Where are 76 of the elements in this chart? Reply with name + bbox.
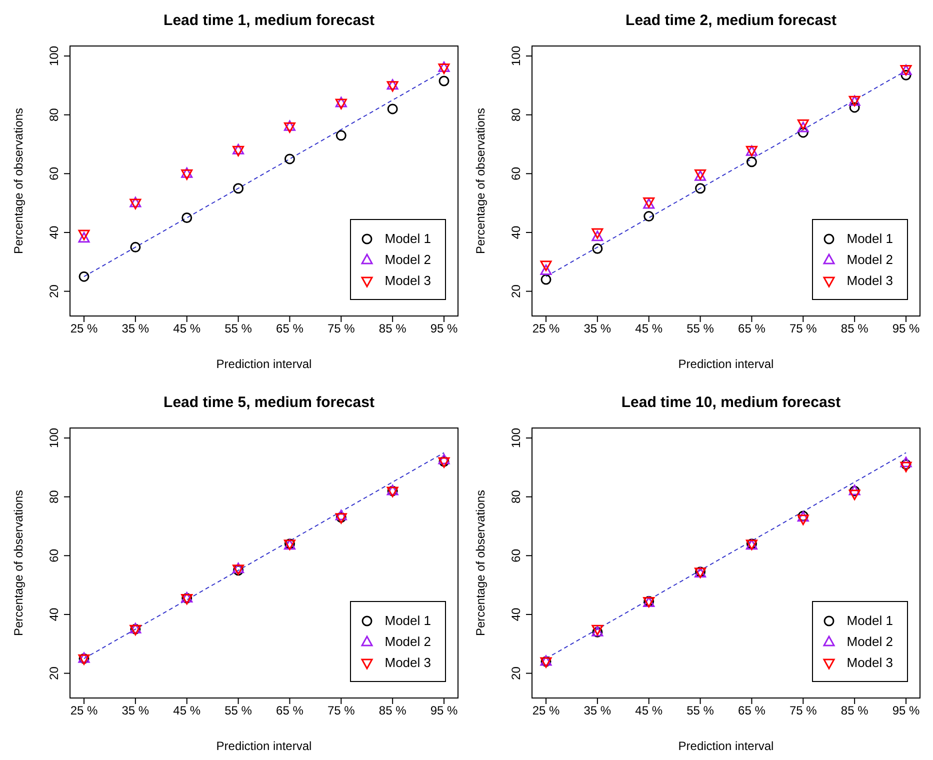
legend-label: Model 1 bbox=[384, 231, 431, 246]
y-tick-label: 100 bbox=[47, 428, 61, 448]
x-tick-label: 95 % bbox=[892, 704, 920, 718]
chart-title: Lead time 2, medium forecast bbox=[624, 12, 838, 29]
x-tick-label: 35 % bbox=[584, 322, 612, 336]
y-axis-title: Percentage of observations bbox=[473, 490, 488, 636]
chart-title: Lead time 1, medium forecast bbox=[162, 12, 376, 29]
x-tick-label: 35 % bbox=[584, 704, 612, 718]
x-tick-label: 65 % bbox=[738, 704, 766, 718]
legend-label: Model 1 bbox=[846, 231, 893, 246]
y-tick-label: 20 bbox=[47, 666, 61, 680]
x-axis-title: Prediction interval bbox=[678, 739, 774, 753]
x-tick-label: 65 % bbox=[276, 322, 304, 336]
x-tick-label: 85 % bbox=[378, 322, 407, 336]
chart-title: Lead time 10, medium forecast bbox=[620, 394, 842, 411]
x-tick-label: 45 % bbox=[635, 704, 663, 718]
legend-label: Model 2 bbox=[384, 252, 431, 267]
legend-label: Model 3 bbox=[384, 273, 431, 288]
y-tick-label: 60 bbox=[509, 166, 523, 180]
y-tick-label: 40 bbox=[509, 225, 523, 240]
y-tick-label: 80 bbox=[47, 490, 61, 504]
legend-label: Model 2 bbox=[384, 634, 431, 649]
x-axis-title: Prediction interval bbox=[678, 357, 774, 371]
x-tick-label: 45 % bbox=[635, 322, 663, 336]
y-tick-label: 100 bbox=[47, 46, 61, 66]
x-axis-title: Prediction interval bbox=[216, 357, 312, 371]
x-tick-label: 55 % bbox=[686, 704, 714, 718]
x-tick-label: 85 % bbox=[840, 322, 869, 336]
x-tick-label: 65 % bbox=[276, 704, 304, 718]
x-tick-label: 35 % bbox=[122, 322, 150, 336]
x-tick-label: 55 % bbox=[224, 704, 252, 718]
x-tick-label: 75 % bbox=[789, 704, 818, 718]
y-tick-label: 80 bbox=[47, 108, 61, 122]
x-tick-label: 25 % bbox=[70, 322, 98, 336]
x-tick-label: 75 % bbox=[327, 322, 356, 336]
legend-label: Model 3 bbox=[384, 655, 431, 670]
y-tick-label: 60 bbox=[47, 166, 61, 180]
y-tick-label: 100 bbox=[509, 428, 523, 448]
legend-label: Model 3 bbox=[846, 655, 893, 670]
y-tick-label: 60 bbox=[47, 548, 61, 562]
y-tick-label: 40 bbox=[47, 607, 61, 622]
x-tick-label: 65 % bbox=[738, 322, 766, 336]
x-tick-label: 25 % bbox=[70, 704, 98, 718]
x-tick-label: 95 % bbox=[430, 322, 458, 336]
x-tick-label: 75 % bbox=[789, 322, 818, 336]
x-tick-label: 85 % bbox=[378, 704, 407, 718]
y-tick-label: 20 bbox=[47, 284, 61, 298]
y-axis-title: Percentage of observations bbox=[11, 108, 26, 254]
x-tick-label: 55 % bbox=[224, 322, 252, 336]
chart-title: Lead time 5, medium forecast bbox=[162, 394, 376, 411]
x-tick-label: 85 % bbox=[840, 704, 869, 718]
x-tick-label: 75 % bbox=[327, 704, 356, 718]
legend-label: Model 2 bbox=[846, 252, 893, 267]
y-axis-title: Percentage of observations bbox=[473, 108, 488, 254]
y-tick-label: 80 bbox=[509, 108, 523, 122]
x-tick-label: 95 % bbox=[892, 322, 920, 336]
x-tick-label: 45 % bbox=[173, 704, 201, 718]
y-tick-label: 40 bbox=[47, 225, 61, 240]
x-tick-label: 35 % bbox=[122, 704, 150, 718]
legend-label: Model 3 bbox=[846, 273, 893, 288]
x-tick-label: 25 % bbox=[532, 704, 560, 718]
x-axis-title: Prediction interval bbox=[216, 739, 312, 753]
y-tick-label: 20 bbox=[509, 666, 523, 680]
x-tick-label: 95 % bbox=[430, 704, 458, 718]
y-tick-label: 60 bbox=[509, 548, 523, 562]
x-tick-label: 25 % bbox=[532, 322, 560, 336]
y-axis-title: Percentage of observations bbox=[11, 490, 26, 636]
legend-label: Model 1 bbox=[846, 613, 893, 628]
y-tick-label: 80 bbox=[509, 490, 523, 504]
legend-label: Model 2 bbox=[846, 634, 893, 649]
y-tick-label: 40 bbox=[509, 607, 523, 622]
y-tick-label: 100 bbox=[509, 46, 523, 66]
x-tick-label: 45 % bbox=[173, 322, 201, 336]
legend-label: Model 1 bbox=[384, 613, 431, 628]
x-tick-label: 55 % bbox=[686, 322, 714, 336]
y-tick-label: 20 bbox=[509, 284, 523, 298]
